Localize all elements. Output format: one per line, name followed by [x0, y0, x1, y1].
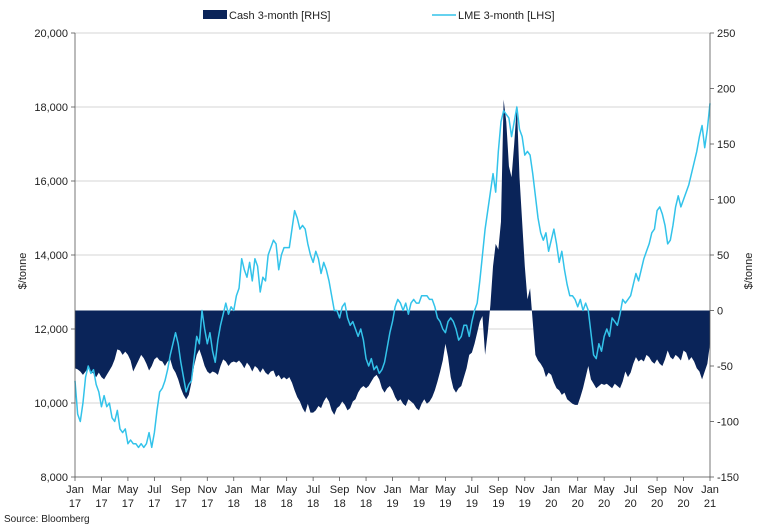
x-tick-label-year: 17 [122, 498, 134, 510]
x-tick-label-month: Jan [66, 484, 84, 496]
legend-label-cash: Cash 3-month [RHS] [229, 10, 330, 22]
x-tick-label-month: Jul [624, 484, 638, 496]
legend: Cash 3-month [RHS] LME 3-month [LHS] [203, 10, 555, 22]
x-tick-label-month: Sep [330, 484, 350, 496]
x-tick-label-year: 18 [228, 498, 240, 510]
x-tick-label-year: 20 [545, 498, 557, 510]
x-tick-label-month: Sep [171, 484, 191, 496]
right-axis-ticks: -150 -100 -50 0 50 100 150 200 250 [710, 28, 739, 484]
x-tick-label-month: Nov [198, 484, 218, 496]
x-tick-label-month: Sep [489, 484, 509, 496]
x-tick-label-year: 18 [360, 498, 372, 510]
cash-area-layer [75, 99, 710, 415]
x-tick-label-year: 19 [466, 498, 478, 510]
left-tick-label: 16,000 [34, 176, 68, 188]
right-tick-label: 150 [717, 139, 735, 151]
left-axis-title: $/tonne [17, 253, 29, 290]
lme-line-layer [74, 103, 711, 449]
x-tick-label-month: Mar [568, 484, 587, 496]
x-tick-label-month: Jan [225, 484, 243, 496]
left-tick-label: 18,000 [34, 102, 68, 114]
right-tick-label: 0 [717, 306, 723, 318]
left-tick-label: 12,000 [34, 324, 68, 336]
x-tick-label-year: 18 [254, 498, 266, 510]
x-tick-label-year: 20 [572, 498, 584, 510]
x-tick-label-year: 20 [598, 498, 610, 510]
x-tick-label-month: Nov [356, 484, 376, 496]
legend-label-lme: LME 3-month [LHS] [458, 10, 555, 22]
x-tick-label-month: Jul [147, 484, 161, 496]
x-tick-label-year: 19 [439, 498, 451, 510]
x-tick-label-year: 18 [281, 498, 293, 510]
x-tick-label-month: Mar [409, 484, 428, 496]
right-axis-title: $/tonne [743, 253, 755, 290]
source-note: Source: Bloomberg [4, 514, 90, 525]
x-tick-label-year: 17 [95, 498, 107, 510]
x-tick-label-year: 19 [492, 498, 504, 510]
x-tick-label-year: 17 [148, 498, 160, 510]
left-tick-label: 14,000 [34, 250, 68, 262]
right-tick-label: 200 [717, 84, 735, 96]
x-tick-label-year: 18 [307, 498, 319, 510]
x-tick-label-month: Jul [465, 484, 479, 496]
x-tick-label-month: Jul [306, 484, 320, 496]
x-tick-label-month: May [276, 484, 297, 496]
x-tick-label-year: 19 [413, 498, 425, 510]
right-tick-label: -100 [717, 417, 739, 429]
right-tick-label: -50 [717, 361, 733, 373]
x-tick-label-month: Sep [647, 484, 667, 496]
x-tick-label-month: Mar [92, 484, 111, 496]
x-axis-ticks: Jan 17 Mar 17 May 17 Jul 17 Sep 17 Nov 17 Jan 18 Mar 18… [66, 476, 719, 510]
x-tick-label-year: 17 [69, 498, 81, 510]
series-area-cash-3-month [75, 99, 710, 415]
x-tick-label-month: Mar [251, 484, 270, 496]
x-tick-label-month: Jan [701, 484, 719, 496]
x-tick-label-month: Nov [515, 484, 535, 496]
x-tick-label-month: Jan [542, 484, 560, 496]
left-tick-label: 10,000 [34, 398, 68, 410]
x-tick-label-year: 21 [704, 498, 716, 510]
x-tick-label-year: 17 [175, 498, 187, 510]
x-tick-label-month: May [594, 484, 615, 496]
x-tick-label-year: 20 [651, 498, 663, 510]
x-tick-label-month: May [118, 484, 139, 496]
legend-swatch-cash [203, 10, 227, 19]
x-tick-label-year: 20 [677, 498, 689, 510]
x-tick-label-month: Nov [674, 484, 694, 496]
left-tick-label: 20,000 [34, 28, 68, 40]
series-line-lme-3-month [74, 103, 711, 449]
x-tick-label-month: Jan [384, 484, 402, 496]
x-tick-label-year: 17 [201, 498, 213, 510]
x-tick-label-year: 19 [519, 498, 531, 510]
right-tick-label: 50 [717, 250, 729, 262]
left-tick-label: 8,000 [40, 472, 68, 484]
left-axis-ticks: 8,000 10,000 12,000 14,000 16,000 18,000 20,00… [34, 28, 75, 484]
x-tick-label-year: 19 [386, 498, 398, 510]
x-tick-label-month: May [435, 484, 456, 496]
right-tick-label: 250 [717, 28, 735, 40]
right-tick-label: 100 [717, 195, 735, 207]
x-tick-label-year: 20 [625, 498, 637, 510]
right-tick-label: -150 [717, 472, 739, 484]
x-tick-label-year: 18 [333, 498, 345, 510]
